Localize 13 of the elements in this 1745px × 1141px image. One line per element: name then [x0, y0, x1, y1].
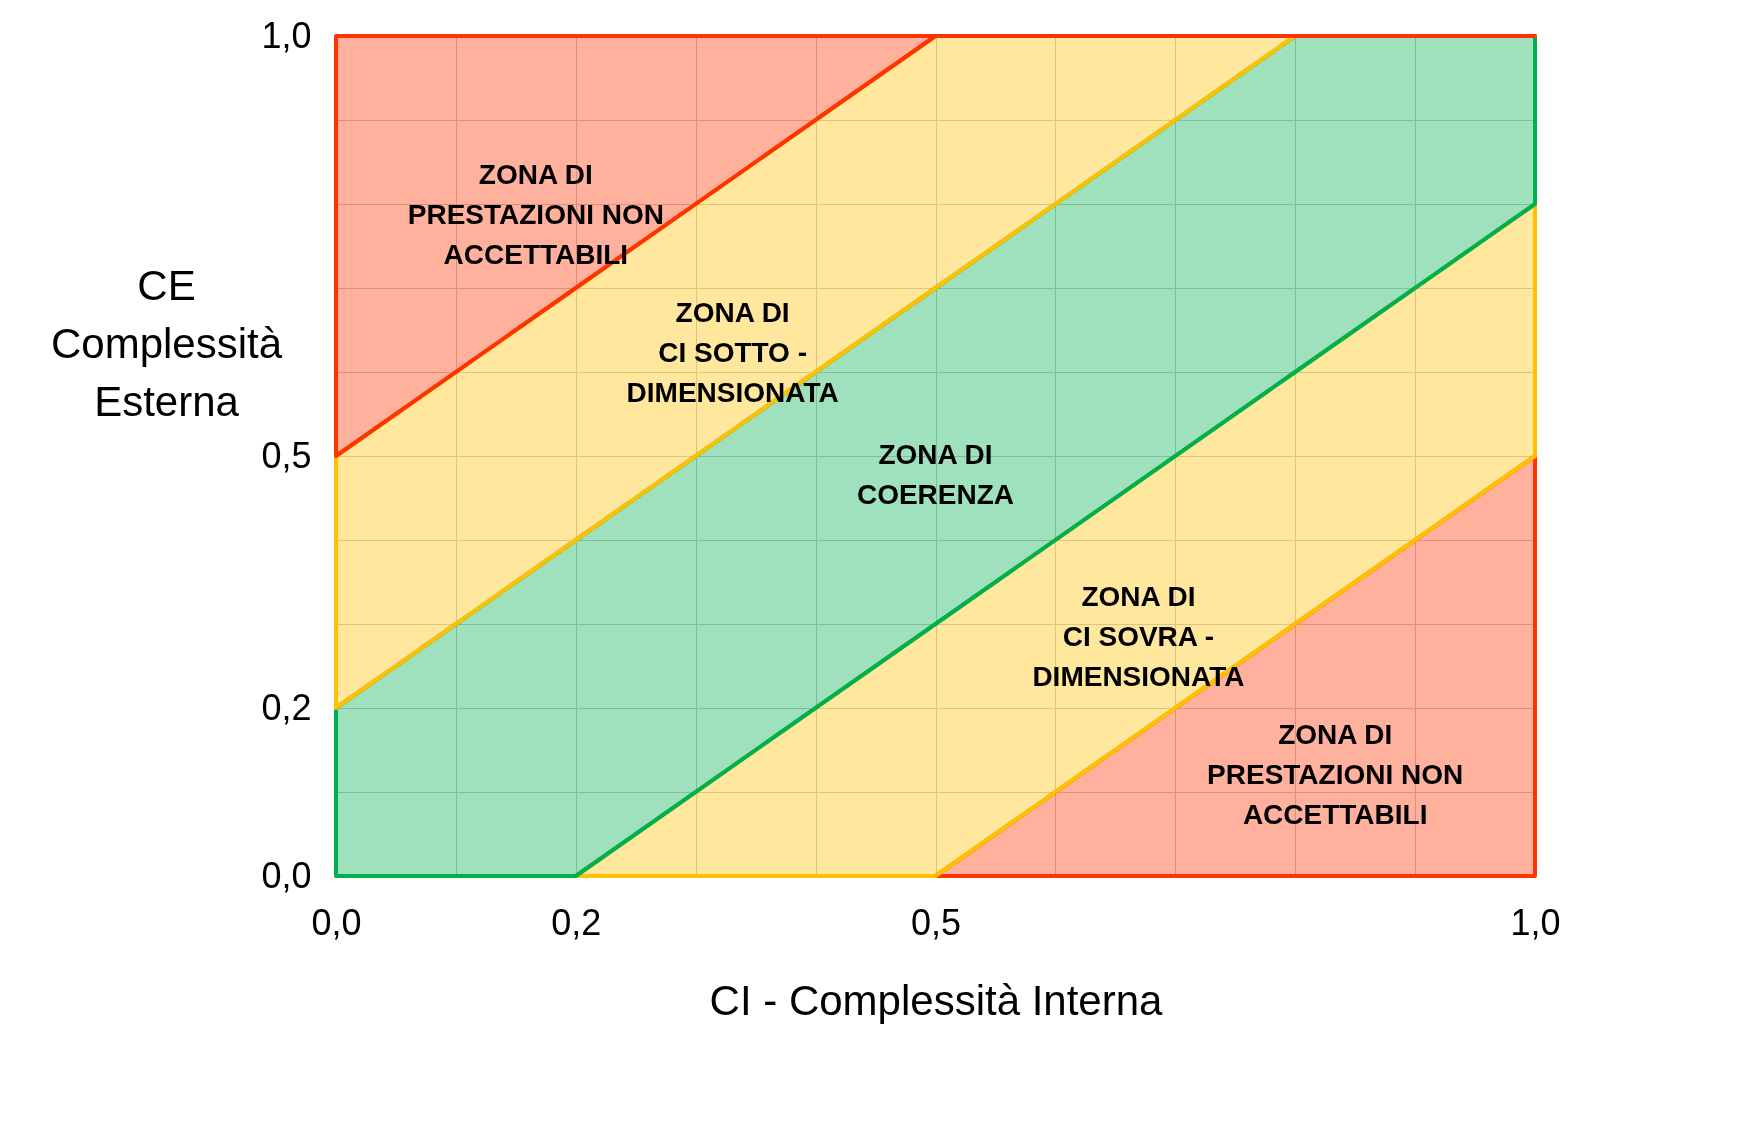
y-tick-label: 0,5	[261, 434, 312, 476]
series-label: ZONA DI PRESTAZIONI NON ACCETTABILI	[407, 159, 664, 270]
y-tick-label: 0,0	[261, 854, 312, 896]
x-tick-label: 0,5	[910, 901, 962, 943]
y-tick-label: 1,0	[261, 14, 312, 56]
y-tick-label: 0,2	[261, 686, 312, 728]
series-label: ZONA DI PRESTAZIONI NON ACCETTABILI	[1207, 719, 1464, 830]
y-axis-title: CE Complessità Esterna	[50, 261, 283, 425]
x-tick-label: 0,2	[551, 901, 602, 943]
x-tick-label: 1,0	[1510, 901, 1561, 943]
series-label: ZONA DI COERENZA	[856, 439, 1015, 510]
x-axis-title: CI - Complessità Interna	[709, 976, 1164, 1024]
x-tick-label: 0,0	[311, 901, 362, 943]
